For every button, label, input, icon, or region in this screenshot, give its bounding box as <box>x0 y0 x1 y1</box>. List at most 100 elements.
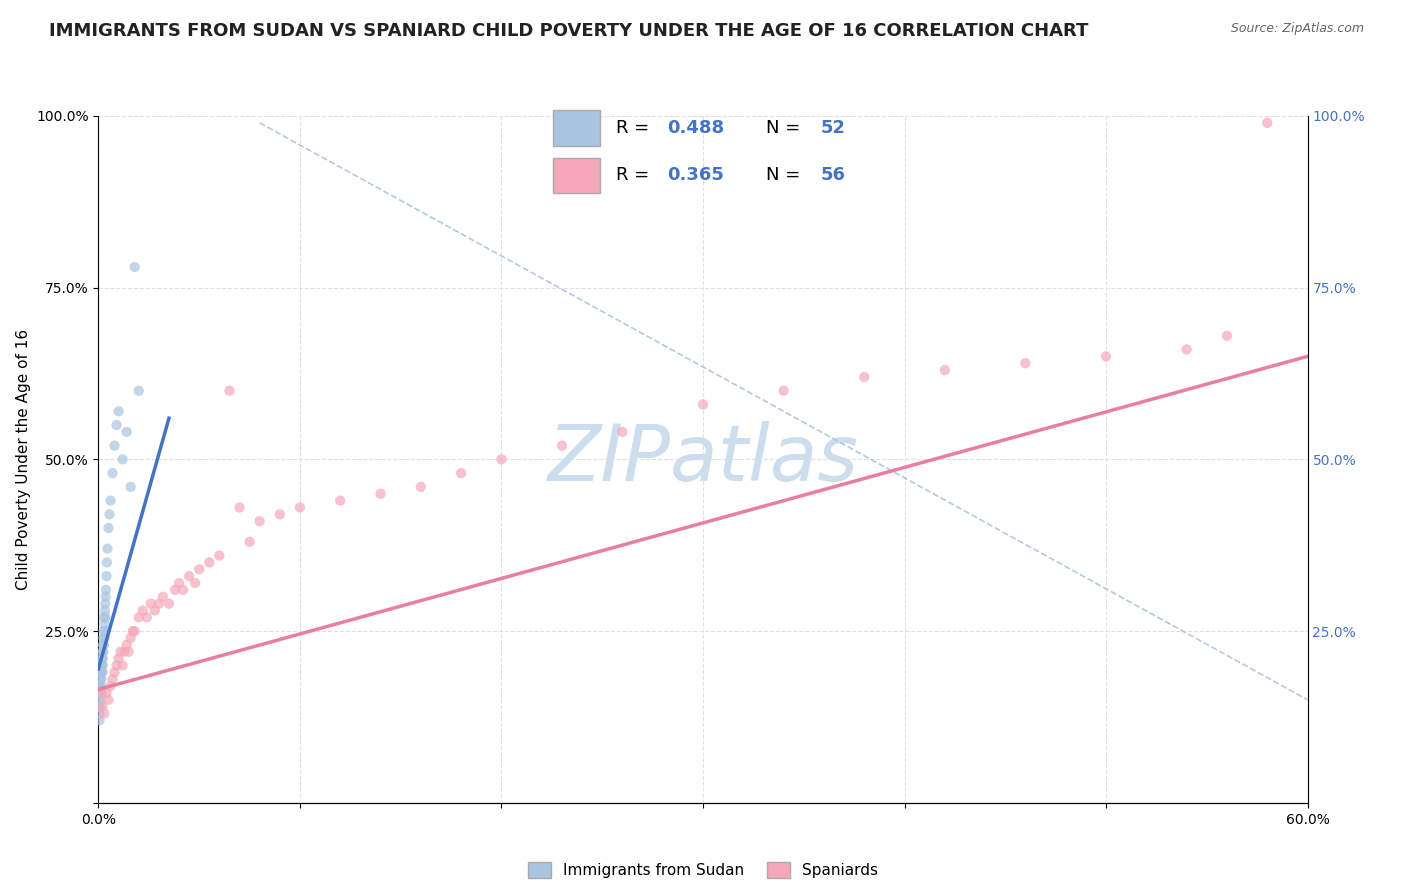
Point <box>87 699 110 714</box>
Text: ZIPatlas: ZIPatlas <box>547 421 859 498</box>
Point <box>115 425 138 439</box>
Text: 0.365: 0.365 <box>668 166 724 184</box>
Point <box>139 597 162 611</box>
Point <box>218 384 240 398</box>
Point <box>89 672 111 686</box>
Point <box>89 714 111 728</box>
Point <box>772 384 794 398</box>
Point <box>93 617 115 632</box>
Text: R =: R = <box>616 120 655 137</box>
Point <box>94 624 117 639</box>
Point <box>93 638 115 652</box>
Point <box>111 658 134 673</box>
Point <box>118 645 141 659</box>
Point <box>101 672 124 686</box>
Point <box>91 665 114 680</box>
Point <box>91 638 114 652</box>
Point <box>551 439 574 453</box>
Point <box>157 597 180 611</box>
Text: N =: N = <box>766 120 806 137</box>
Point <box>124 260 146 274</box>
Point <box>87 692 110 706</box>
Point <box>124 624 146 639</box>
Text: 56: 56 <box>821 166 846 184</box>
Point <box>115 638 138 652</box>
Point <box>96 555 118 570</box>
Point <box>239 534 262 549</box>
Point <box>132 603 155 617</box>
Point <box>853 370 876 384</box>
Point <box>90 665 112 680</box>
Text: 0.488: 0.488 <box>668 120 724 137</box>
Point <box>93 624 115 639</box>
Point <box>409 480 432 494</box>
Point <box>94 582 117 597</box>
Point <box>97 521 120 535</box>
Point <box>91 658 114 673</box>
FancyBboxPatch shape <box>553 111 600 145</box>
Text: Source: ZipAtlas.com: Source: ZipAtlas.com <box>1230 22 1364 36</box>
Point <box>228 500 250 515</box>
Point <box>89 699 111 714</box>
Point <box>370 487 392 501</box>
Point <box>288 500 311 515</box>
Legend: Immigrants from Sudan, Spaniards: Immigrants from Sudan, Spaniards <box>522 856 884 885</box>
Point <box>89 692 111 706</box>
Y-axis label: Child Poverty Under the Age of 16: Child Poverty Under the Age of 16 <box>15 329 31 590</box>
Point <box>98 508 121 522</box>
Text: IMMIGRANTS FROM SUDAN VS SPANIARD CHILD POVERTY UNDER THE AGE OF 16 CORRELATION : IMMIGRANTS FROM SUDAN VS SPANIARD CHILD … <box>49 22 1088 40</box>
Point <box>93 631 115 645</box>
Point <box>97 692 120 706</box>
Point <box>1216 328 1239 343</box>
Point <box>89 686 111 700</box>
Point <box>1256 116 1278 130</box>
Point <box>94 590 117 604</box>
Point <box>90 665 112 680</box>
FancyBboxPatch shape <box>553 158 600 193</box>
Point <box>148 597 170 611</box>
Text: 52: 52 <box>821 120 846 137</box>
Point <box>90 658 112 673</box>
Point <box>89 679 111 693</box>
Point <box>208 549 231 563</box>
Point <box>90 651 112 665</box>
Point <box>128 610 150 624</box>
Point <box>329 493 352 508</box>
Point <box>91 645 114 659</box>
Point <box>249 514 271 528</box>
Point <box>96 541 118 556</box>
Point <box>96 686 118 700</box>
Point <box>93 631 115 645</box>
Point <box>110 645 132 659</box>
Point <box>90 672 112 686</box>
Point <box>692 397 714 411</box>
Point <box>94 603 117 617</box>
Point <box>128 384 150 398</box>
Point <box>100 493 122 508</box>
Point <box>91 658 114 673</box>
Point <box>198 555 221 570</box>
Point <box>96 569 118 583</box>
Point <box>188 562 211 576</box>
Point <box>107 404 129 418</box>
Point <box>89 686 111 700</box>
Point <box>94 597 117 611</box>
Point <box>934 363 956 377</box>
Point <box>105 417 128 433</box>
Point <box>491 452 513 467</box>
Point <box>114 645 136 659</box>
Point <box>167 576 190 591</box>
Point <box>1014 356 1036 370</box>
Point <box>89 679 111 693</box>
Text: R =: R = <box>616 166 655 184</box>
Point <box>163 582 186 597</box>
Point <box>94 610 117 624</box>
Point <box>107 651 129 665</box>
Point <box>89 686 111 700</box>
Point <box>101 466 124 480</box>
Point <box>269 508 291 522</box>
Point <box>111 452 134 467</box>
Point <box>143 603 166 617</box>
Point <box>172 582 194 597</box>
Point <box>135 610 157 624</box>
